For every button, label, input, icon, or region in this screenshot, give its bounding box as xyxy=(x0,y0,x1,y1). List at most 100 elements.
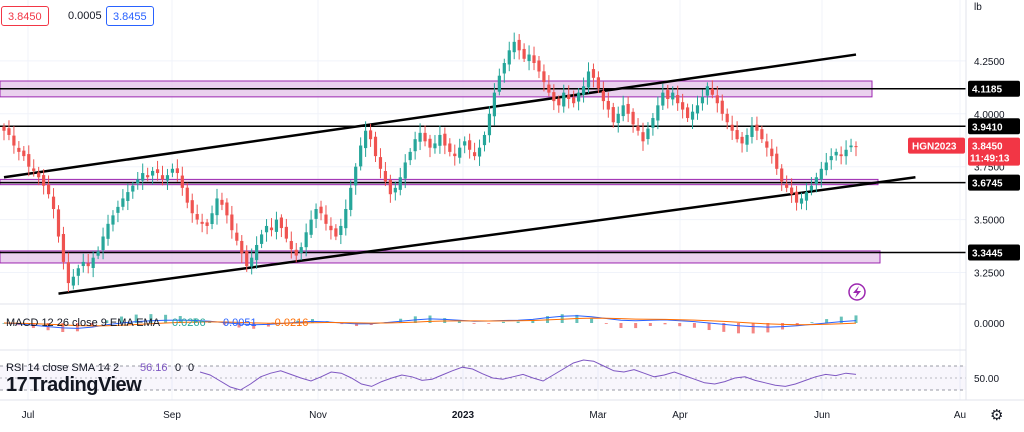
candle-body-143 xyxy=(710,88,714,95)
candle-body-49 xyxy=(245,250,249,267)
settings-gear-icon[interactable]: ⚙ xyxy=(990,407,1004,424)
candle-body-157 xyxy=(780,168,784,182)
candle-body-36 xyxy=(180,175,184,188)
candle-body-99 xyxy=(492,92,496,117)
macd-histogram-bar-44 xyxy=(648,323,652,326)
time-tick-2023: 2023 xyxy=(452,410,475,421)
macd-histogram-bar-46 xyxy=(678,323,682,327)
candle-body-151 xyxy=(750,126,754,137)
candle-body-95 xyxy=(472,152,477,157)
candle-body-104 xyxy=(517,39,521,51)
macd-histogram-bar-6 xyxy=(90,323,94,327)
candle-body-37 xyxy=(185,187,189,203)
macd-histogram-bar-56 xyxy=(825,319,829,323)
candle-body-13 xyxy=(66,262,70,284)
candle-body-145 xyxy=(720,100,724,114)
candle-body-98 xyxy=(487,113,492,136)
macd-histogram-bar-15 xyxy=(222,323,226,325)
macd-histogram-bar-35 xyxy=(516,321,520,323)
time-tick-au: Au xyxy=(954,410,966,421)
candle-body-116 xyxy=(577,92,581,102)
brand-name: TradingView xyxy=(29,374,142,396)
candle-body-4 xyxy=(22,150,26,157)
candle-body-6 xyxy=(32,168,36,171)
level-label-4.1185: 4.1185 xyxy=(972,85,1002,96)
candle-body-146 xyxy=(725,113,729,123)
chart-grid xyxy=(0,0,966,400)
level-label-3.6745: 3.6745 xyxy=(972,179,1003,190)
candle-body-121 xyxy=(601,90,605,102)
candle-body-55 xyxy=(274,219,279,232)
candle-body-83 xyxy=(413,139,417,152)
ask-price-button[interactable]: 3.8455 xyxy=(106,6,154,26)
price-tick-1: 4.0000 xyxy=(974,110,1005,121)
candle-body-130 xyxy=(646,128,650,140)
candle-body-59 xyxy=(294,249,298,256)
candle-body-132 xyxy=(656,105,660,121)
level-label-box-3.6745 xyxy=(968,174,1020,191)
tradingview-logo[interactable]: 17 TradingView xyxy=(6,374,142,397)
level-label-box-4.1185 xyxy=(968,80,1020,97)
macd-histogram-bar-9 xyxy=(134,314,138,323)
unit-label: lb xyxy=(974,2,982,13)
price-zone-2 xyxy=(0,250,881,264)
candle-body-88 xyxy=(438,134,442,146)
candle-body-117 xyxy=(581,86,586,95)
candle-body-82 xyxy=(408,151,412,161)
macd-histogram-bar-41 xyxy=(604,323,608,324)
candle-body-80 xyxy=(398,177,402,190)
macd-histogram-bar-7 xyxy=(105,320,109,323)
candle-body-79 xyxy=(393,187,397,193)
last-price-badge xyxy=(968,137,1020,166)
candle-body-103 xyxy=(512,41,516,53)
candle-body-44 xyxy=(220,199,224,205)
spread-value: 0.0005 xyxy=(68,10,102,22)
candle-body-85 xyxy=(423,132,427,142)
macd-histogram-bar-38 xyxy=(560,314,564,323)
candle-body-8 xyxy=(42,175,46,186)
lightning-icon[interactable] xyxy=(848,283,866,301)
candle-body-128 xyxy=(636,126,640,131)
price-tick-2: 3.7500 xyxy=(974,163,1005,174)
price-axis[interactable]: 4.2500 4.0000 3.7500 3.5000 3.2500 0.0000 50.0… xyxy=(965,0,1005,400)
macd-signal-value: -0.0216 xyxy=(271,317,308,329)
horizontal-levels xyxy=(0,87,966,254)
support-resistance-zones xyxy=(0,80,881,264)
candle-body-28 xyxy=(141,173,145,181)
macd-histogram-bar-24 xyxy=(355,323,359,327)
macd-histogram-value: 0.0266 xyxy=(172,317,206,329)
bid-price-button[interactable]: 3.8450 xyxy=(1,6,49,26)
candle-body-63 xyxy=(314,209,318,219)
candle-body-24 xyxy=(121,198,125,207)
candle-body-165 xyxy=(819,168,823,180)
candle-body-60 xyxy=(299,247,303,254)
candle-body-22 xyxy=(111,215,115,225)
macd-histogram-bar-58 xyxy=(854,315,858,323)
candle-body-129 xyxy=(641,132,645,142)
candle-body-168 xyxy=(834,151,838,156)
candle-body-100 xyxy=(497,75,501,92)
candle-body-127 xyxy=(631,111,635,125)
candle-body-110 xyxy=(547,84,551,93)
candle-body-153 xyxy=(760,129,764,140)
candle-body-29 xyxy=(146,175,150,178)
candle-body-47 xyxy=(235,232,239,241)
candle-body-42 xyxy=(210,213,214,225)
macd-signal-line xyxy=(3,317,857,327)
candle-body-65 xyxy=(324,214,328,224)
time-axis[interactable]: Jul Sep Nov 2023 Mar Apr Jun Au xyxy=(0,399,1024,421)
macd-histogram-bar-23 xyxy=(340,323,344,325)
trend-channel xyxy=(3,53,916,295)
candle-body-39 xyxy=(195,214,199,220)
candle-body-15 xyxy=(76,268,80,276)
candle-body-164 xyxy=(814,177,818,184)
macd-histogram-bar-32 xyxy=(472,323,476,324)
candle-body-111 xyxy=(552,92,556,102)
candle-body-35 xyxy=(175,168,179,174)
candle-body-131 xyxy=(651,118,655,128)
last-price-label: 3.8450 xyxy=(972,142,1003,153)
candle-body-19 xyxy=(96,251,100,256)
candle-body-171 xyxy=(849,145,853,148)
candle-body-167 xyxy=(829,156,833,161)
